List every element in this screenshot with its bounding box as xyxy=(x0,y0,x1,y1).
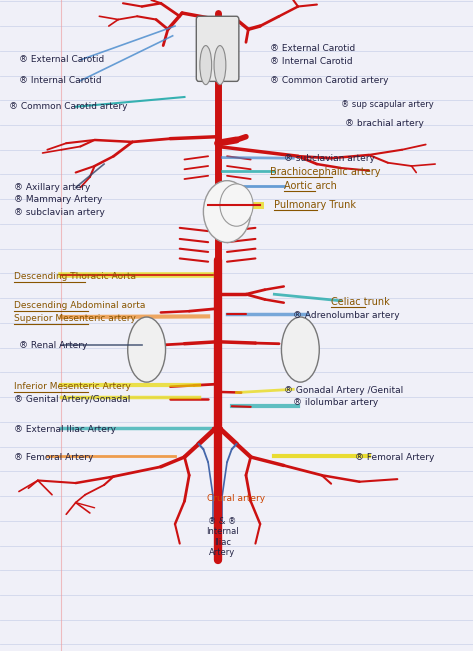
Text: ® Common Carotid artery: ® Common Carotid artery xyxy=(9,102,128,111)
Ellipse shape xyxy=(200,46,211,85)
Text: ® Genital Artery/Gonadal: ® Genital Artery/Gonadal xyxy=(14,395,131,404)
Text: ® subclavian artery: ® subclavian artery xyxy=(14,208,105,217)
Text: Descending Thoracic Aorta: Descending Thoracic Aorta xyxy=(14,272,136,281)
FancyBboxPatch shape xyxy=(196,16,239,81)
Text: ® Adrenolumbar artery: ® Adrenolumbar artery xyxy=(293,311,400,320)
Text: ® Internal Carotid: ® Internal Carotid xyxy=(270,57,352,66)
Text: ® Axillary artery: ® Axillary artery xyxy=(14,183,90,192)
Text: ® subclavian artery: ® subclavian artery xyxy=(284,154,375,163)
Text: ® Common Carotid artery: ® Common Carotid artery xyxy=(270,76,388,85)
Ellipse shape xyxy=(128,317,166,382)
Text: Descending Abdominal aorta: Descending Abdominal aorta xyxy=(14,301,146,311)
Text: ® & ®
Internal
Iliac
Artery: ® & ® Internal Iliac Artery xyxy=(206,517,238,557)
Text: ® ilolumbar artery: ® ilolumbar artery xyxy=(293,398,378,408)
Text: Inferior Mesenteric Artery: Inferior Mesenteric Artery xyxy=(14,382,131,391)
Text: ® External Carotid: ® External Carotid xyxy=(270,44,355,53)
Ellipse shape xyxy=(281,317,319,382)
Text: ® External Carotid: ® External Carotid xyxy=(19,55,104,64)
Ellipse shape xyxy=(203,180,251,243)
Text: Superior Mesenteric artery: Superior Mesenteric artery xyxy=(14,314,136,323)
Text: Celiac trunk: Celiac trunk xyxy=(331,297,390,307)
Text: Aortic arch: Aortic arch xyxy=(284,180,337,191)
Text: ® sup scapular artery: ® sup scapular artery xyxy=(341,100,433,109)
Ellipse shape xyxy=(220,184,253,226)
Text: ® External Iliac Artery: ® External Iliac Artery xyxy=(14,425,116,434)
Text: ® Femoral Artery: ® Femoral Artery xyxy=(14,452,94,462)
Text: Brachiocephalic artery: Brachiocephalic artery xyxy=(270,167,380,177)
Text: ® Renal Artery: ® Renal Artery xyxy=(19,340,88,350)
Text: Pulmonary Trunk: Pulmonary Trunk xyxy=(274,200,356,210)
Text: ® brachial artery: ® brachial artery xyxy=(345,119,424,128)
Text: Crural artery: Crural artery xyxy=(208,493,265,503)
Text: ® Internal Carotid: ® Internal Carotid xyxy=(19,76,102,85)
Text: ® Mammary Artery: ® Mammary Artery xyxy=(14,195,103,204)
Text: ® Gonadal Artery /Genital: ® Gonadal Artery /Genital xyxy=(284,386,403,395)
Text: ® Femoral Artery: ® Femoral Artery xyxy=(355,452,434,462)
Ellipse shape xyxy=(214,46,226,85)
